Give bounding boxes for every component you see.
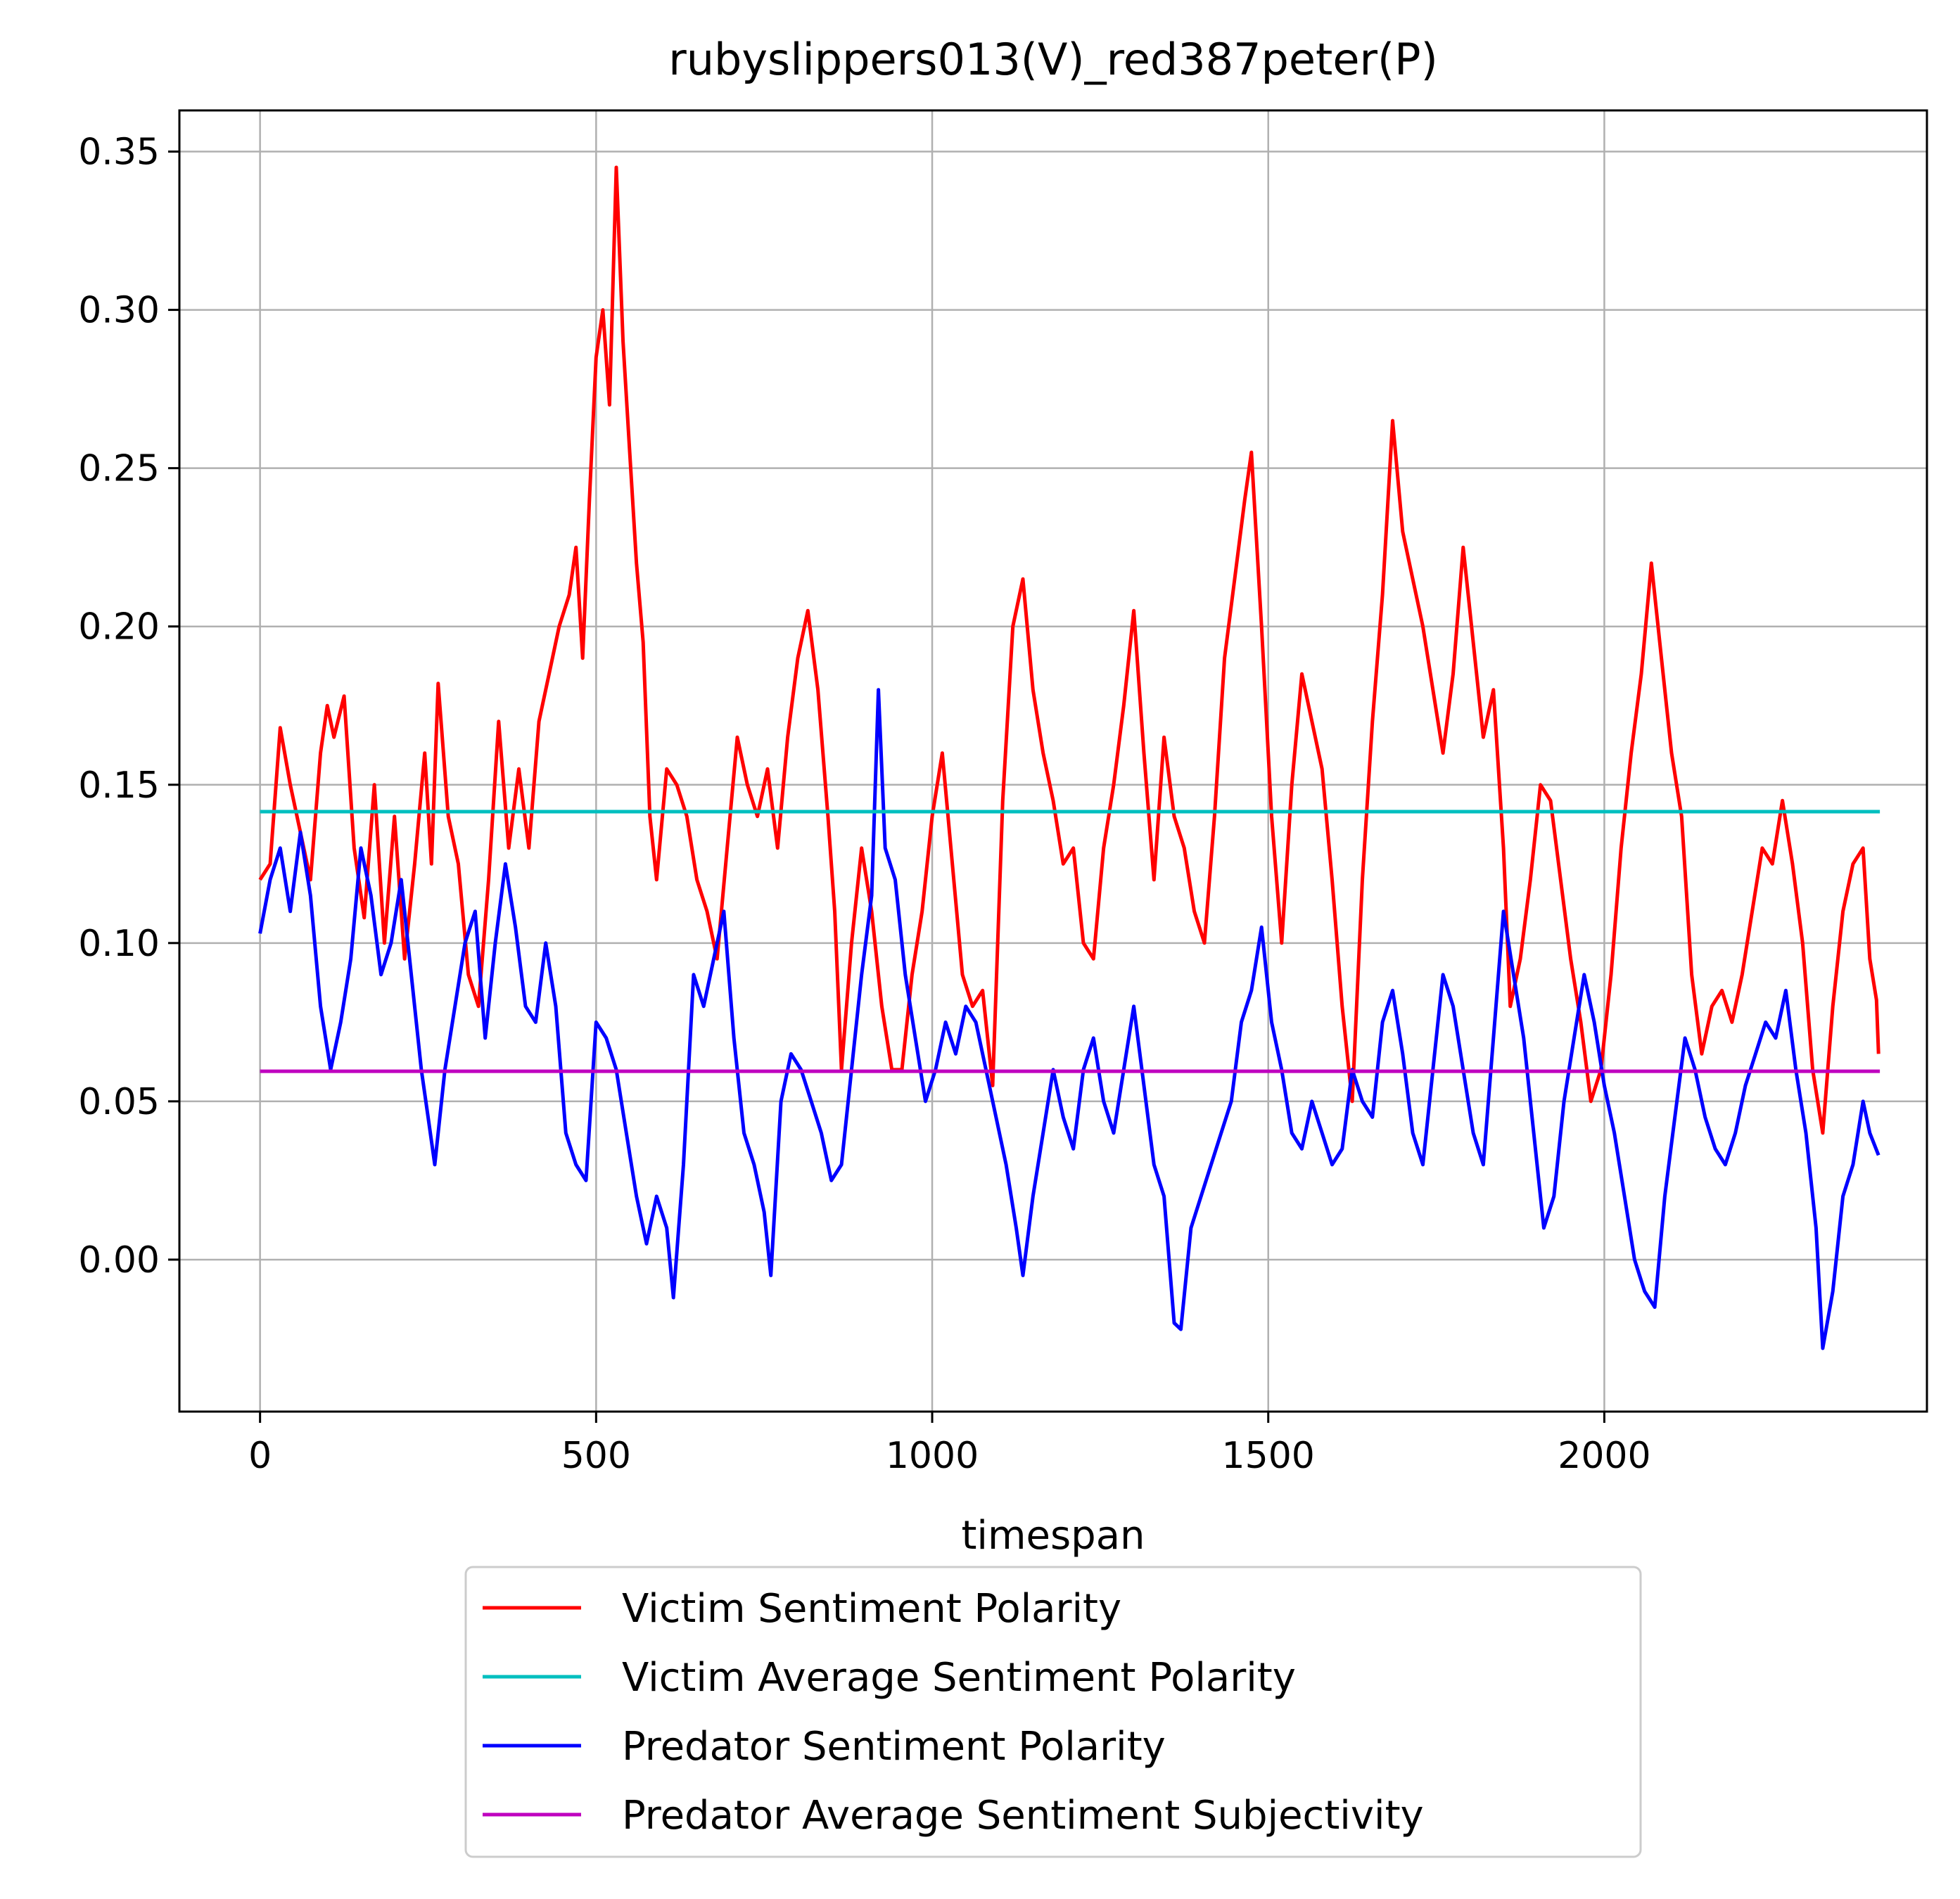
legend-box	[464, 1566, 1642, 1858]
legend: Victim Sentiment Polarity Victim Average …	[464, 1566, 1642, 1858]
legend-label-predator-average-sentiment-subjectivity: Predator Average Sentiment Subjectivity	[622, 1793, 1424, 1839]
x-tick-label: 1500	[1222, 1435, 1315, 1477]
y-tick-label: 0.00	[78, 1239, 160, 1281]
grid-lines	[179, 110, 1927, 1412]
axes-frame	[178, 109, 1928, 1413]
x-axis: 0 500 1000 1500 2000	[248, 1412, 1651, 1477]
legend-label-victim-average-sentiment-polarity: Victim Average Sentiment Polarity	[622, 1655, 1296, 1701]
chart-title: rubyslippers013(V)_red387peter(P)	[668, 34, 1438, 85]
x-tick-label: 2000	[1558, 1435, 1650, 1477]
y-tick-label: 0.05	[78, 1081, 160, 1123]
legend-label-predator-sentiment-polarity: Predator Sentiment Polarity	[622, 1724, 1166, 1770]
y-tick-label: 0.10	[78, 923, 160, 965]
x-axis-label: timespan	[961, 1513, 1145, 1559]
series-line-predator-sentiment-polarity	[258, 688, 1881, 1350]
x-tick-label: 500	[561, 1435, 631, 1477]
y-tick-label: 0.30	[78, 290, 160, 332]
y-tick-label: 0.35	[78, 132, 160, 174]
plot-area	[258, 165, 1881, 1350]
series-line-victim-sentiment-polarity	[258, 165, 1881, 1135]
x-tick-label: 0	[248, 1435, 272, 1477]
y-tick-label: 0.25	[78, 448, 160, 490]
y-tick-label: 0.15	[78, 765, 160, 807]
y-axis: 0.00 0.05 0.10 0.15 0.20 0.25 0.30 0.35	[78, 132, 179, 1281]
legend-label-victim-sentiment-polarity: Victim Sentiment Polarity	[622, 1586, 1121, 1632]
x-tick-label: 1000	[886, 1435, 979, 1477]
y-tick-label: 0.20	[78, 606, 160, 648]
